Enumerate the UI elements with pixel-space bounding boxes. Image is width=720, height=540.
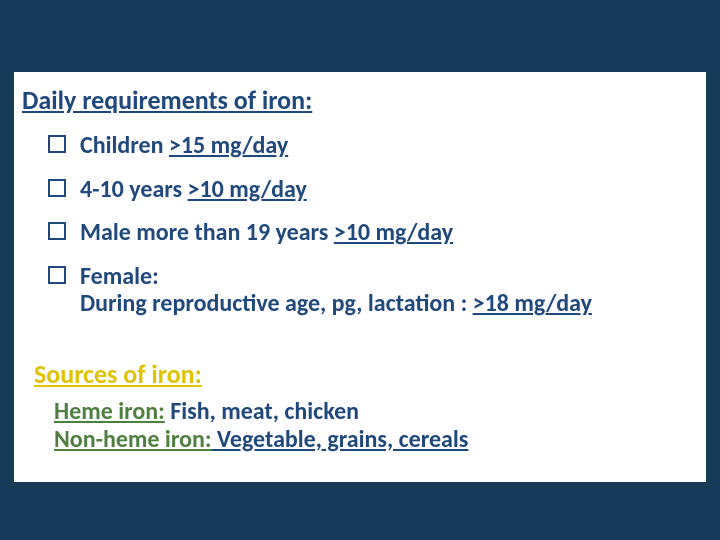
title-text: Daily requirements of iron:: [22, 84, 312, 116]
source-line: Non-heme iron: Vegetable, grains, cereal…: [54, 426, 698, 454]
checkbox-icon: [48, 222, 66, 240]
section-title-requirements: Daily requirements of iron:: [22, 84, 698, 116]
item-underline: >10 mg/day: [188, 175, 307, 204]
checkbox-icon: [48, 135, 66, 153]
item-pre: 4-10 years: [80, 175, 188, 204]
checkbox-icon: [48, 179, 66, 197]
list-item: Female: During reproductive age, pg, lac…: [48, 263, 698, 318]
source-label: Heme iron:: [54, 397, 165, 426]
item-underline: >10 mg/day: [334, 218, 453, 247]
source-label: Non-heme iron:: [54, 425, 211, 454]
item-pre: Female:: [80, 262, 159, 291]
requirements-list: Children >15 mg/day 4-10 years >10 mg/da…: [22, 132, 698, 318]
item-pre: Male more than 19 years: [80, 218, 334, 247]
source-value: Vegetable, grains, cereals: [211, 425, 468, 454]
item-pre: Children: [80, 131, 169, 160]
checkbox-icon: [48, 266, 66, 284]
list-item: 4-10 years >10 mg/day: [48, 176, 698, 204]
source-line: Heme iron: Fish, meat, chicken: [54, 398, 698, 426]
content-box: Daily requirements of iron: Children >15…: [14, 72, 706, 482]
list-item: Children >15 mg/day: [48, 132, 698, 160]
item-line2-underline: >18 mg/day: [473, 289, 592, 318]
list-item: Male more than 19 years >10 mg/day: [48, 219, 698, 247]
source-value: Fish, meat, chicken: [165, 397, 359, 426]
item-line2-pre: During reproductive age, pg, lactation :: [80, 289, 473, 318]
section-title-sources: Sources of iron:: [34, 358, 698, 390]
item-underline: >15 mg/day: [169, 131, 288, 160]
title-text: Sources of iron:: [34, 358, 202, 390]
